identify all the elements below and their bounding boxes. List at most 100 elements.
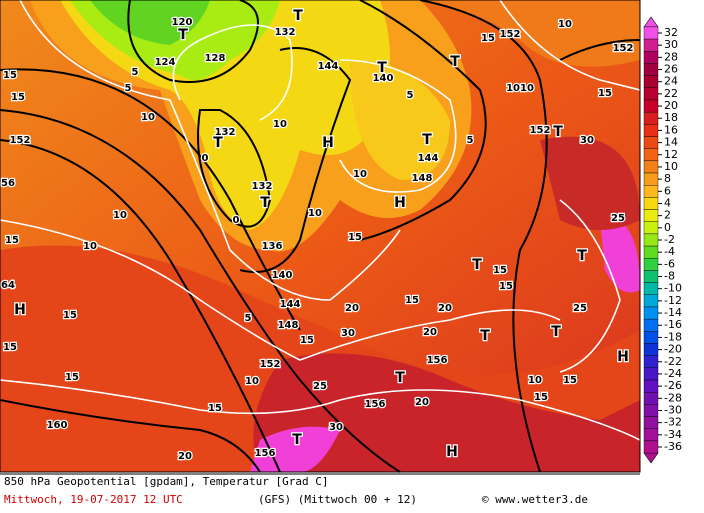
colorbar-label: -8: [664, 270, 675, 283]
pressure-center: T: [577, 248, 587, 264]
colorbar-label: -18: [664, 330, 682, 343]
colorbar-cell: [643, 404, 659, 417]
colorbar-label: -24: [664, 367, 682, 380]
colorbar: 32302826242220181614121086420-2-4-6-8-10…: [643, 16, 682, 464]
contour-label: 10: [558, 19, 572, 30]
contour-label: 120: [172, 17, 193, 28]
colorbar-label: -20: [664, 343, 682, 356]
credit: © www.wetter3.de: [482, 493, 588, 506]
colorbar-label: -36: [664, 440, 682, 453]
colorbar-label: 6: [664, 184, 671, 197]
contour-label: 15: [208, 403, 222, 414]
pressure-center: H: [617, 349, 629, 365]
colorbar-cell: [643, 294, 659, 308]
model-run: (GFS) (Mittwoch 00 + 12): [258, 493, 417, 506]
colorbar-label: 10: [664, 160, 678, 173]
colorbar-cell: [643, 343, 659, 356]
colorbar-cell: [643, 318, 659, 332]
pressure-center: H: [446, 444, 458, 460]
contour-label: 15: [348, 232, 362, 243]
colorbar-cell: [643, 233, 659, 247]
contour-label: 25: [313, 381, 327, 392]
contour-label: 148: [412, 173, 433, 184]
contour-label: 144: [318, 61, 339, 72]
contour-label: 56: [1, 178, 15, 189]
contour-label: 30: [329, 422, 343, 433]
contour-label: 152: [10, 135, 31, 146]
contour-label: 144: [280, 299, 301, 310]
colorbar-cell: [643, 209, 659, 222]
colorbar-label: -32: [664, 416, 682, 429]
colorbar-label: 14: [664, 136, 678, 149]
contour-label: 10: [528, 375, 542, 386]
contour-label: 160: [47, 420, 68, 431]
colorbar-cell: [643, 136, 659, 149]
colorbar-label: 4: [664, 196, 671, 209]
contour-label: 5: [245, 313, 252, 324]
pressure-center: T: [292, 432, 302, 448]
contours: [0, 0, 641, 473]
colorbar-cell: [643, 282, 659, 295]
contour-label: 5: [125, 83, 132, 94]
contour-label: 152: [500, 29, 521, 40]
contour-label: 0: [233, 215, 240, 226]
colorbar-cell: [643, 367, 659, 381]
colorbar-label: 12: [664, 148, 678, 161]
colorbar-label: -30: [664, 403, 682, 416]
contour-label: 15: [11, 92, 25, 103]
colorbar-label: -34: [664, 428, 682, 441]
colorbar-cell: [643, 185, 659, 198]
pressure-center: H: [14, 302, 26, 318]
colorbar-label: 32: [664, 26, 678, 39]
colorbar-cell: [643, 38, 659, 52]
contour-label: 15: [65, 372, 79, 383]
contour-label: 15: [3, 70, 17, 81]
pressure-center: T: [553, 124, 563, 140]
pressure-center: H: [322, 135, 334, 151]
contour-label: 15: [481, 33, 495, 44]
contour-label: 10: [245, 376, 259, 387]
colorbar-cell: [643, 87, 659, 101]
colorbar-label: 30: [664, 38, 678, 51]
contour-label: 30: [580, 135, 594, 146]
contour-label: 152: [613, 43, 634, 54]
pressure-center: T: [450, 54, 460, 70]
contour-label: 5: [407, 90, 414, 101]
colorbar-cell: [643, 75, 659, 88]
colorbar-cell: [643, 197, 659, 210]
contour-label: 64: [1, 280, 15, 291]
colorbar-cell: [643, 379, 659, 393]
colorbar-label: -12: [664, 294, 682, 307]
colorbar-cell: [643, 331, 659, 344]
colorbar-label: -2: [664, 233, 675, 246]
contour-label: 1010: [506, 83, 534, 94]
contour-label: 15: [499, 281, 513, 292]
contour-label: 15: [534, 392, 548, 403]
colorbar-cell: [643, 124, 659, 137]
contour-label: 156: [365, 399, 386, 410]
contour-label: 10: [308, 208, 322, 219]
contour-label: 132: [215, 127, 236, 138]
contour-label: 15: [63, 310, 77, 321]
contour-label: 15: [598, 88, 612, 99]
contour-label: 5: [467, 135, 474, 146]
colorbar-cell: [643, 221, 659, 235]
colorbar-label: 18: [664, 111, 678, 124]
colorbar-label: 2: [664, 209, 671, 222]
colorbar-label: 8: [664, 172, 671, 185]
pressure-center: T: [293, 8, 303, 24]
contour-label: 25: [573, 303, 587, 314]
colorbar-cell: [643, 26, 659, 40]
pressure-center: T: [213, 135, 223, 151]
contour-label: 10: [353, 169, 367, 180]
colorbar-label: -26: [664, 379, 682, 392]
colorbar-cell: [643, 99, 659, 113]
contour-label: 128: [205, 53, 226, 64]
colorbar-cell: [643, 148, 659, 162]
colorbar-label: -22: [664, 355, 682, 368]
colorbar-cell: [643, 355, 659, 369]
contour-label: 148: [278, 320, 299, 331]
colorbar-label: -28: [664, 391, 682, 404]
contour-label: 156: [427, 355, 448, 366]
colorbar-cell: [643, 306, 659, 320]
